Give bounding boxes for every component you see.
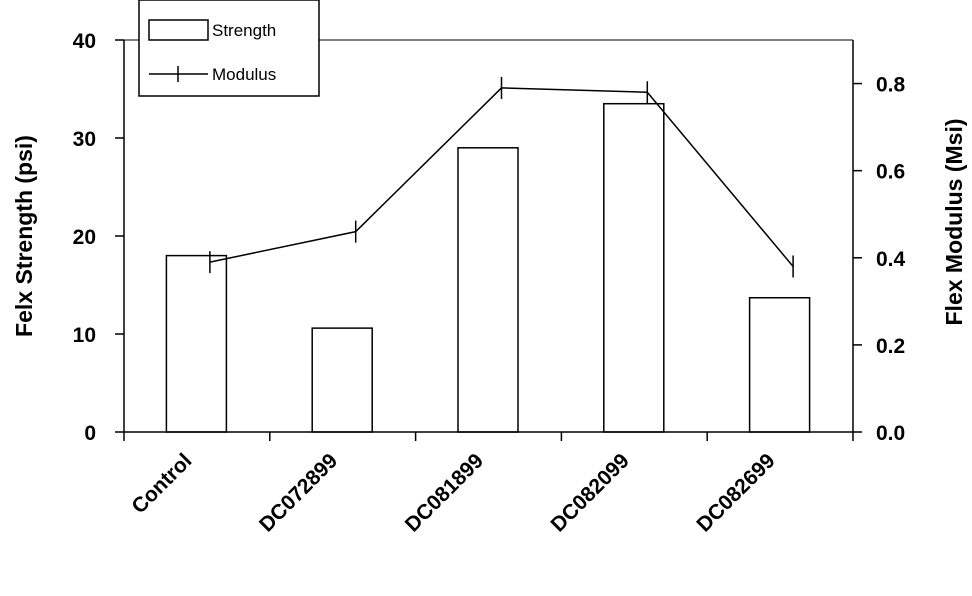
legend: Strength Modulus	[138, 0, 320, 97]
strength-bar-2	[457, 147, 519, 433]
right-y-ticks: 0.0 0.2 0.4 0.6 0.8	[853, 74, 906, 445]
strength-bar-0	[165, 254, 228, 433]
legend-strength-swatch	[148, 19, 209, 41]
legend-box	[138, 0, 320, 97]
left-y-axis-title: Felx Strength (psi)	[11, 135, 37, 337]
left-y-tick-label: 0	[84, 422, 96, 445]
left-y-tick-label: 20	[73, 226, 96, 249]
right-y-tick-label: 0.6	[876, 161, 905, 184]
x-tick-label: DC082699	[692, 449, 779, 536]
legend-modulus-label: Modulus	[212, 65, 276, 84]
strength-bar-1	[311, 327, 373, 433]
strength-bar-4	[748, 296, 811, 433]
right-y-axis-title: Flex Modulus (Msi)	[941, 119, 967, 326]
right-y-tick-label: 0.8	[876, 74, 906, 97]
left-y-tick-label: 10	[73, 324, 96, 347]
x-tick-label: Control	[127, 449, 196, 518]
x-tick-label: DC081899	[401, 449, 488, 536]
x-ticks: Control DC072899 DC081899 DC082099 DC082699	[123, 432, 854, 537]
legend-strength-label: Strength	[212, 21, 276, 40]
left-y-tick-label: 30	[73, 128, 96, 151]
left-y-tick-label: 40	[73, 30, 96, 53]
strength-bars	[165, 102, 811, 433]
right-y-tick-label: 0.4	[876, 248, 906, 271]
x-tick-label: DC072899	[255, 449, 342, 536]
x-tick-label: DC082099	[547, 449, 634, 536]
right-y-tick-label: 0.2	[876, 335, 905, 358]
right-y-tick-label: 0.0	[876, 422, 905, 445]
strength-bar-3	[603, 102, 665, 433]
left-y-ticks: 0 10 20 30 40	[73, 30, 124, 445]
modulus-series	[209, 76, 794, 278]
